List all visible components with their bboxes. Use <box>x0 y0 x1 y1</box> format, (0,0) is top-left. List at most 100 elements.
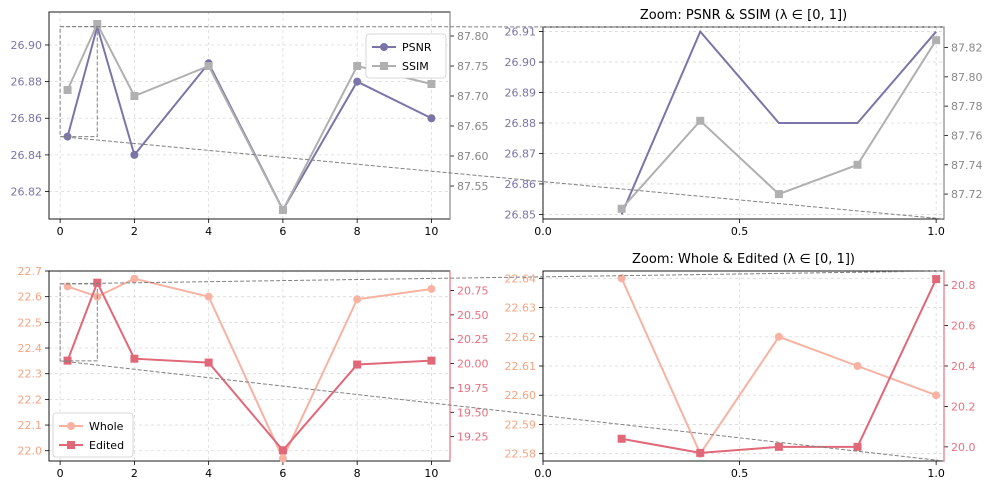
panel-whole-edited: 0 2 4 6 8 10 22.0 22.1 22.2 22.3 22.4 22.5 22.6 22.7 1… <box>18 265 489 480</box>
x-tick-label: 0.5 <box>731 225 749 238</box>
x-tick-label: 0 <box>57 225 64 238</box>
right-y-tick-label: 87.60 <box>457 150 489 163</box>
legend-marker <box>380 62 388 70</box>
x-tick-label: 8 <box>354 467 361 480</box>
data-point-whole <box>130 274 139 283</box>
panel-psnr-ssim: 0 2 4 6 8 10 26.82 26.84 26.86 26.88 26.90 87.55 87.… <box>11 11 489 238</box>
right-y-tick-label: 87.76 <box>951 129 983 142</box>
x-tick-label: 0.0 <box>534 467 552 480</box>
right-y-tick-label: 19.75 <box>457 382 489 395</box>
left-y-tick-label: 22.64 <box>505 272 537 285</box>
data-point-psnr <box>427 114 436 123</box>
data-point-ssim <box>696 116 705 125</box>
right-y-tick-label: 20.25 <box>457 333 489 346</box>
data-point-ssim <box>93 20 102 28</box>
right-y-tick-label: 87.82 <box>951 42 983 55</box>
data-point-ssim <box>427 80 436 88</box>
left-y-tick-label: 26.90 <box>505 56 537 69</box>
right-y-tick-label: 20.8 <box>951 279 976 292</box>
legend-label: PSNR <box>402 41 432 54</box>
left-y-tick-label: 22.7 <box>18 265 43 278</box>
x-tick-label: 2 <box>131 225 138 238</box>
data-point-whole <box>774 332 783 341</box>
legend: PSNR SSIM <box>365 33 447 79</box>
right-y-tick-label: 87.78 <box>951 100 983 113</box>
left-y-tick-label: 22.0 <box>18 445 43 458</box>
data-point-ssim <box>204 62 213 70</box>
data-point-ssim <box>617 204 626 213</box>
right-y-tick-label: 19.25 <box>457 431 489 444</box>
series-line-psnr <box>620 29 937 215</box>
left-y-tick-label: 22.58 <box>505 448 537 461</box>
right-y-tick-label: 87.55 <box>457 180 489 193</box>
left-y-tick-label: 26.88 <box>505 117 537 130</box>
data-point-edited <box>853 442 862 451</box>
panel-zoom-psnr-ssim: 0.0 0.5 1.0 26.85 26.86 26.87 26.88 26.89 26.90 2… <box>505 8 983 238</box>
data-point-whole <box>853 362 862 370</box>
data-point-edited <box>696 448 705 457</box>
data-point-edited <box>63 356 72 365</box>
left-y-tick-label: 26.85 <box>505 208 537 221</box>
zoom-connectors <box>60 26 945 462</box>
data-point-ssim <box>774 190 783 199</box>
data-point-edited <box>130 354 139 363</box>
left-y-tick-label: 22.3 <box>18 368 43 381</box>
right-y-tick-label: 20.0 <box>951 441 976 454</box>
right-y-tick-label: 87.72 <box>951 188 983 201</box>
data-point-psnr <box>353 77 362 86</box>
data-point-ssim <box>353 62 362 70</box>
data-point-edited <box>617 434 626 443</box>
data-point-edited <box>278 446 287 455</box>
data-point-whole <box>427 284 436 293</box>
data-point-whole <box>63 282 72 291</box>
data-point-ssim <box>853 160 862 169</box>
right-y-tick-label: 20.50 <box>457 309 489 322</box>
left-y-tick-label: 22.1 <box>18 419 43 432</box>
data-point-whole <box>278 454 287 463</box>
x-tick-label: 10 <box>424 225 438 238</box>
left-y-tick-label: 22.60 <box>505 389 537 402</box>
right-y-tick-label: 87.80 <box>951 71 983 84</box>
chart-title: Zoom: PSNR & SSIM (λ ∈ [0, 1]) <box>640 8 847 23</box>
legend: Whole Edited <box>52 412 134 458</box>
left-y-tick-label: 22.4 <box>18 342 43 355</box>
left-y-tick-label: 22.2 <box>18 393 43 406</box>
right-y-tick-label: 87.75 <box>457 60 489 73</box>
left-y-tick-label: 22.5 <box>18 316 43 329</box>
legend-marker <box>380 43 388 51</box>
right-y-tick-label: 19.50 <box>457 406 489 419</box>
legend-marker <box>67 422 75 430</box>
left-y-tick-label: 26.86 <box>505 178 537 191</box>
right-y-tick-label: 20.2 <box>951 400 976 413</box>
data-point-ssim <box>130 92 139 100</box>
chart-title: Zoom: Whole & Edited (λ ∈ [0, 1]) <box>632 252 855 267</box>
x-tick-label: 4 <box>205 467 212 480</box>
x-tick-label: 0.5 <box>731 467 749 480</box>
data-point-ssim <box>63 86 72 94</box>
x-tick-label: 8 <box>354 225 361 238</box>
left-y-tick-label: 26.87 <box>505 147 537 160</box>
left-y-tick-label: 26.84 <box>11 149 43 162</box>
zoom-connector-bottom <box>60 136 945 220</box>
left-y-tick-label: 26.86 <box>11 112 43 125</box>
x-tick-label: 6 <box>279 467 286 480</box>
data-point-ssim <box>932 36 941 45</box>
zoom-connector-top <box>60 270 945 285</box>
x-tick-label: 2 <box>131 467 138 480</box>
data-point-edited <box>427 356 436 365</box>
left-y-tick-label: 22.61 <box>505 360 537 373</box>
data-point-whole <box>353 295 362 304</box>
data-point-edited <box>93 278 102 287</box>
x-tick-label: 1.0 <box>927 467 945 480</box>
data-point-ssim <box>278 206 287 214</box>
left-y-tick-label: 26.91 <box>505 26 537 39</box>
x-tick-label: 10 <box>424 467 438 480</box>
right-y-tick-label: 20.75 <box>457 284 489 297</box>
data-point-edited <box>204 358 213 367</box>
right-y-tick-label: 87.65 <box>457 120 489 133</box>
left-y-tick-label: 26.88 <box>11 76 43 89</box>
left-y-tick-label: 26.82 <box>11 186 43 199</box>
legend-label: Edited <box>89 439 124 452</box>
data-point-psnr <box>130 150 139 159</box>
